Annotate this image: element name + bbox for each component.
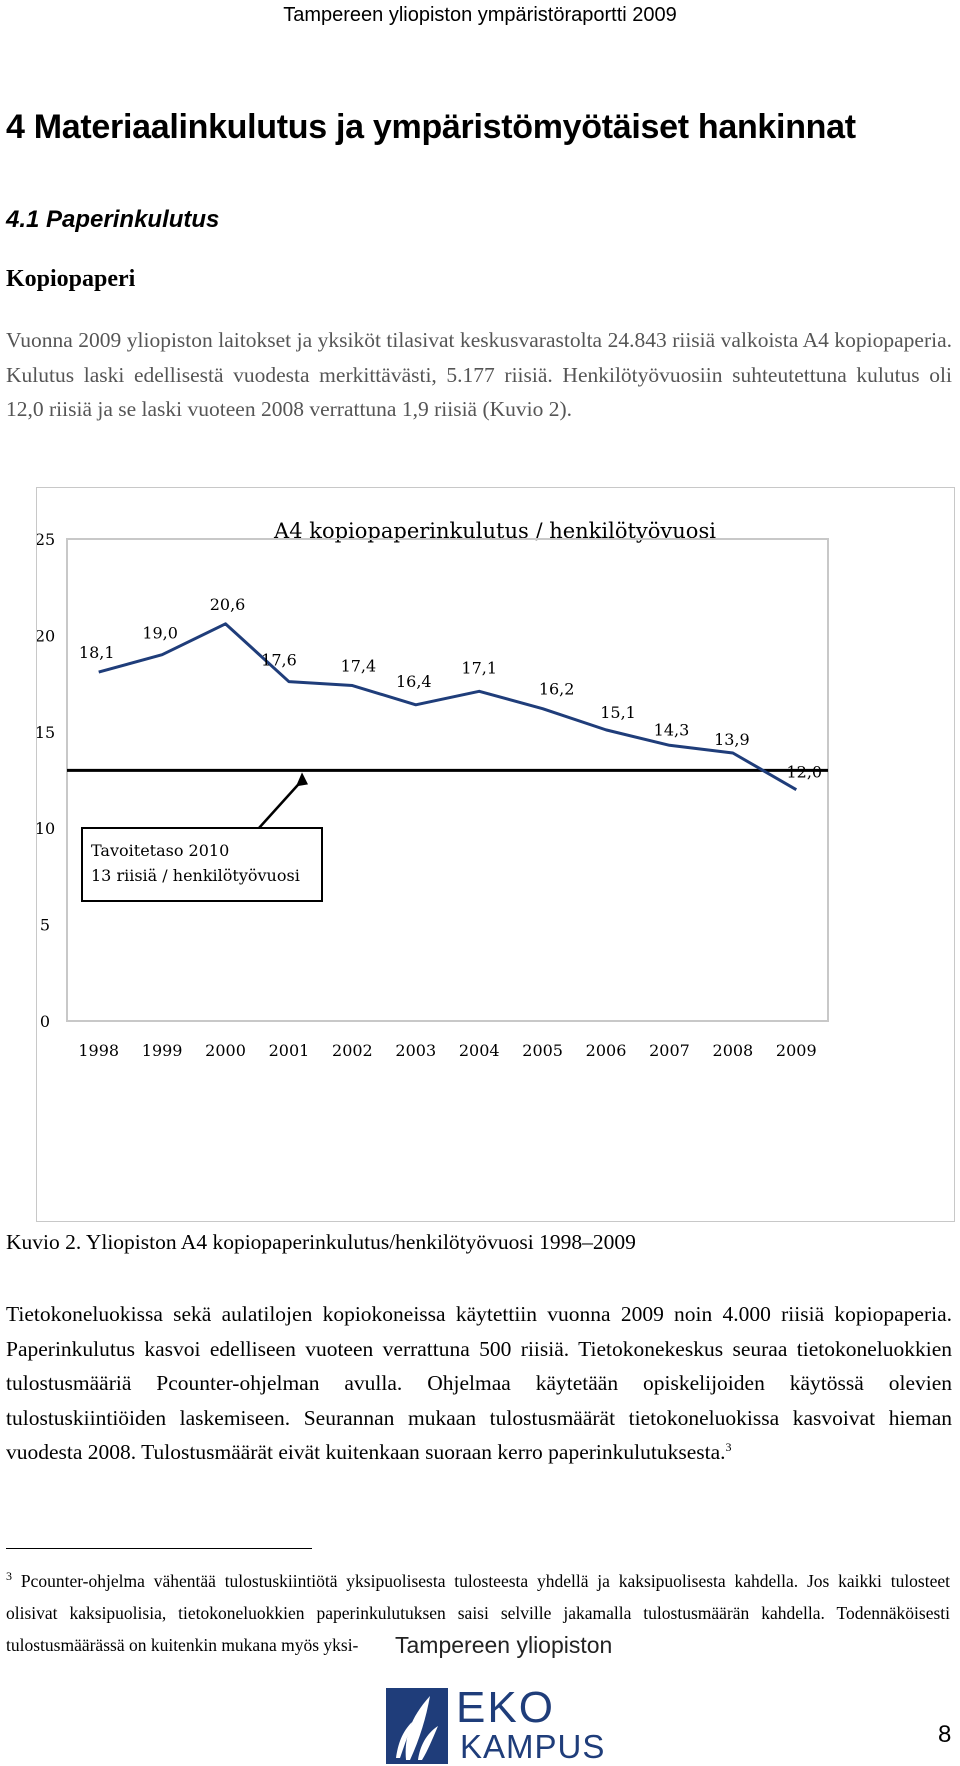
leaf-icon [386, 1688, 448, 1764]
y-tick-label: 15 [37, 723, 55, 742]
data-label: 19,0 [142, 624, 178, 643]
paragraph-printing-text: Tietokoneluokissa sekä aulatilojen kopio… [6, 1302, 952, 1464]
subheading: Kopiopaperi [6, 266, 136, 292]
x-tick-label: 2007 [649, 1041, 690, 1060]
y-tick-label: 20 [37, 626, 55, 645]
data-label: 17,1 [461, 658, 497, 677]
logo-org-name: Tampereen yliopiston [395, 1632, 613, 1658]
data-label: 16,2 [539, 680, 575, 699]
chart-frame: A4 kopiopaperinkulutus / henkilötyövuosi… [36, 487, 955, 1222]
x-tick-label: 2006 [586, 1041, 627, 1060]
logo-kampus: KAMPUS [460, 1728, 606, 1765]
x-tick-label: 2003 [395, 1041, 436, 1060]
y-tick-label: 0 [40, 1012, 50, 1031]
x-tick-label: 2008 [713, 1041, 754, 1060]
section-title: 4 Materiaalinkulutus ja ympäristömyötäis… [6, 108, 856, 146]
logo-eko: EKO [456, 1683, 555, 1732]
target-note-line: Tavoitetaso 2010 [91, 841, 229, 860]
x-tick-label: 2001 [269, 1041, 310, 1060]
paragraph-consumption: Vuonna 2009 yliopiston laitokset ja yksi… [6, 328, 952, 421]
y-tick-label: 5 [40, 916, 50, 935]
data-label: 15,1 [600, 703, 636, 722]
target-note-box [81, 827, 323, 902]
figure-caption: Kuvio 2. Yliopiston A4 kopiopaperinkulut… [6, 1230, 636, 1254]
footnote-ref[interactable]: 3 [725, 1439, 732, 1454]
data-label: 12,0 [786, 763, 822, 782]
data-label: 18,1 [79, 643, 115, 662]
page-header: Tampereen yliopiston ympäristöraportti 2… [283, 4, 677, 26]
footnote-text: Pcounter-ohjelma vähentää tulostuskiinti… [6, 1571, 951, 1655]
target-arrow-head [296, 772, 308, 787]
data-label: 20,6 [210, 595, 246, 614]
data-label: 16,4 [396, 672, 432, 691]
page-number: 8 [938, 1721, 952, 1748]
consumption-line-chart: A4 kopiopaperinkulutus / henkilötyövuosi… [37, 519, 829, 1060]
footnote-number: 3 [6, 1569, 12, 1584]
x-tick-label: 2009 [776, 1041, 817, 1060]
y-tick-label: 10 [37, 819, 55, 838]
footnote-rule [6, 1548, 312, 1549]
y-tick-label: 25 [37, 530, 55, 549]
x-tick-label: 2005 [522, 1041, 563, 1060]
data-label: 17,6 [261, 651, 297, 670]
x-tick-label: 2000 [205, 1041, 246, 1060]
x-tick-label: 1999 [142, 1041, 183, 1060]
plot-area [66, 538, 829, 1022]
data-label: 14,3 [654, 720, 690, 739]
target-note-arrow [258, 779, 303, 829]
x-tick-label: 2002 [332, 1041, 373, 1060]
subsection-title: 4.1 Paperinkulutus [6, 206, 220, 233]
paragraph-printing: Tietokoneluokissa sekä aulatilojen kopio… [6, 1297, 952, 1470]
x-tick-label: 2004 [459, 1041, 500, 1060]
footnote: 3 Pcounter-ohjelma vähentää tulostuskiin… [6, 1565, 950, 1661]
target-note-line: 13 riisiä / henkilötyövuosi [91, 866, 300, 885]
data-label: 17,4 [341, 657, 377, 676]
x-tick-label: 1998 [78, 1041, 119, 1060]
data-label: 13,9 [714, 730, 750, 749]
series-line [98, 622, 798, 791]
